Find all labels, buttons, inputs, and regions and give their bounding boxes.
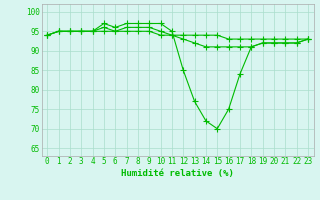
X-axis label: Humidité relative (%): Humidité relative (%) <box>121 169 234 178</box>
